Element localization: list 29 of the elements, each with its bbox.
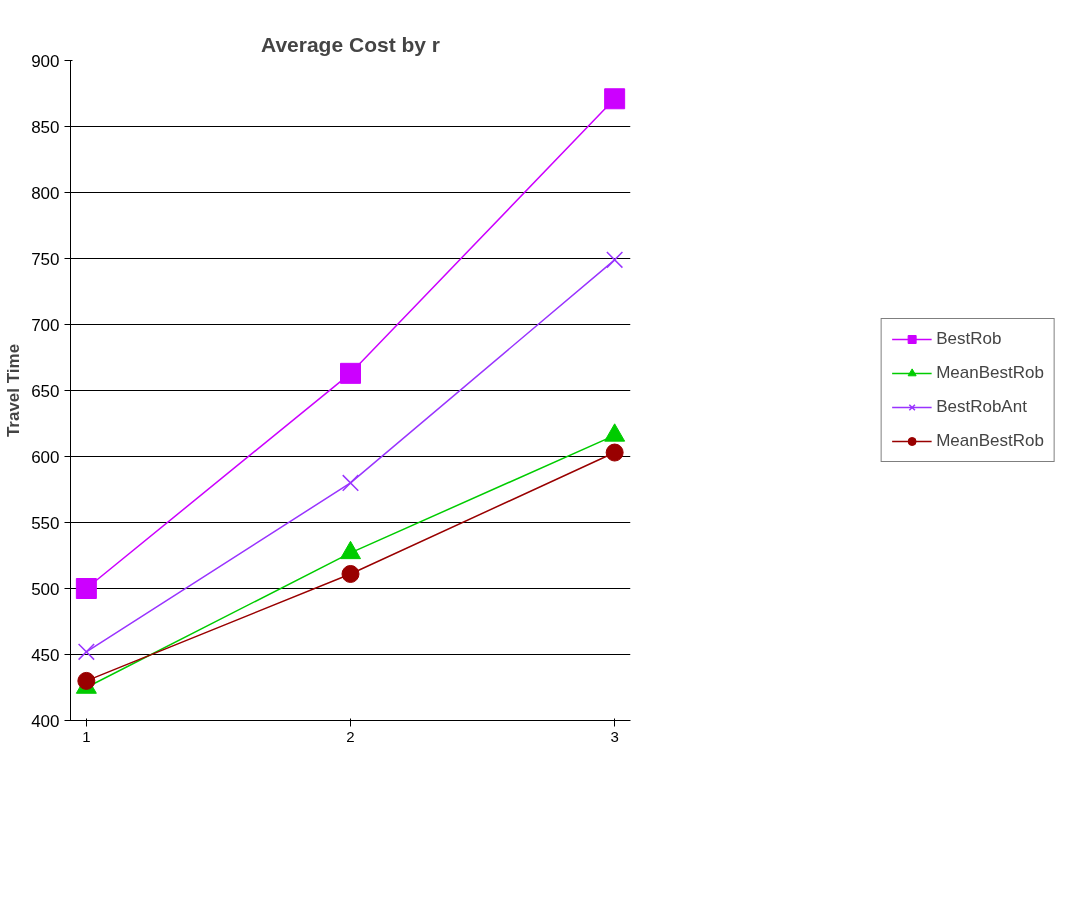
y-tick-label: 550 bbox=[31, 513, 60, 533]
x-tick-label: 2 bbox=[346, 727, 355, 745]
chart-title: Average Cost by r bbox=[261, 32, 440, 56]
y-tick-label: 400 bbox=[31, 711, 60, 731]
x-tick-label: 1 bbox=[82, 727, 91, 745]
point bbox=[77, 671, 96, 690]
point bbox=[605, 443, 624, 462]
y-tick-label: 600 bbox=[31, 447, 60, 467]
point bbox=[606, 251, 624, 269]
y-tick-label: 750 bbox=[31, 249, 60, 269]
legend-label: MeanBestRob bbox=[936, 363, 1044, 383]
y-tick-label: 450 bbox=[31, 645, 60, 665]
legend-label: BestRobAnt bbox=[936, 397, 1027, 417]
point bbox=[77, 643, 95, 661]
point bbox=[604, 88, 626, 110]
point bbox=[341, 565, 360, 583]
y-tick-label: 650 bbox=[31, 381, 60, 401]
point bbox=[75, 578, 97, 599]
legend-label: MeanBestRob bbox=[936, 431, 1044, 451]
point bbox=[340, 362, 361, 384]
y-tick-label: 850 bbox=[31, 117, 60, 137]
y-axis-title: Travel Time bbox=[4, 343, 24, 438]
y-tick-label: 700 bbox=[31, 315, 60, 335]
legend-label: BestRob bbox=[936, 329, 1002, 349]
y-tick-label: 900 bbox=[31, 51, 60, 71]
y-tick-label: 500 bbox=[31, 579, 60, 599]
y-tick-label: 800 bbox=[31, 183, 60, 203]
x-tick-label: 3 bbox=[610, 727, 619, 745]
point bbox=[341, 474, 360, 492]
